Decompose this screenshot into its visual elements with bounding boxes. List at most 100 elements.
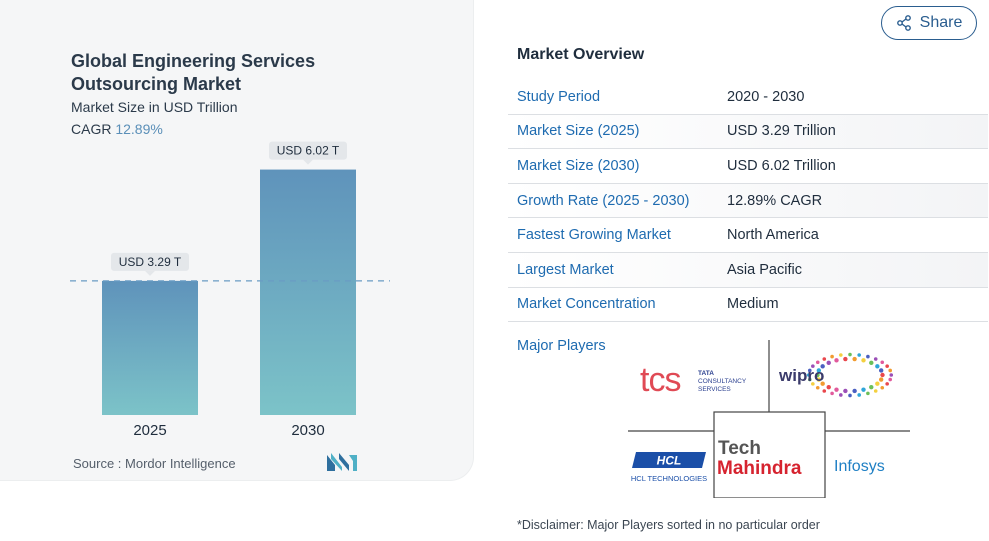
share-label: Share [919, 14, 963, 31]
overview-key[interactable]: Fastest Growing Market [517, 227, 671, 244]
x-tick-label: 2025 [133, 422, 166, 439]
cagr-line: CAGR 12.89% [71, 121, 163, 137]
wipro-dot [843, 356, 848, 362]
overview-value: Medium [727, 296, 779, 313]
infosys-word: Infosys [834, 458, 885, 475]
share-button[interactable]: Share [881, 6, 977, 40]
share-icon [896, 15, 911, 31]
bar-chart: USD 3.29 T 2025 USD 6.02 T 2030 [70, 141, 390, 439]
wipro-dot [822, 357, 827, 361]
wipro-dot [815, 372, 820, 378]
wipro-dot [885, 382, 889, 386]
overview-value: North America [727, 227, 819, 244]
data-label-bg [269, 141, 347, 160]
wipro-dot [826, 384, 831, 390]
wipro-dot [816, 368, 822, 373]
wipro-dot [861, 387, 866, 392]
tcs-line-3: SERVICES [698, 386, 731, 393]
wipro-word: wipro [778, 366, 824, 385]
overview-key[interactable]: Market Size (2030) [517, 157, 640, 174]
cagr-value: 12.89% [115, 121, 163, 137]
wipro-dots [806, 352, 894, 398]
techm-line-2: Mahindra [717, 458, 802, 479]
overview-value: 12.89% CAGR [727, 192, 823, 209]
wipro-dot [873, 389, 878, 393]
tech-mahindra-logo: Tech Mahindra [717, 438, 802, 479]
source-text: Source : Mordor Intelligence [73, 456, 236, 471]
data-label: USD 6.02 T [277, 144, 340, 158]
overview-value: 2020 - 2030 [727, 88, 805, 105]
data-label-bg [111, 252, 189, 271]
data-label-pointer [145, 270, 155, 276]
wipro-dot [815, 360, 820, 365]
overview-row: Largest Market Asia Pacific [508, 252, 988, 288]
wipro-logo: wipro [778, 352, 894, 398]
cagr-label: CAGR [71, 121, 112, 137]
overview-value: Asia Pacific [727, 261, 802, 278]
overview-table: Study Period 2020 - 2030 Market Size (20… [508, 80, 988, 323]
wipro-dot [888, 368, 893, 373]
overview-key[interactable]: Growth Rate (2025 - 2030) [517, 192, 690, 209]
overview-key[interactable]: Study Period [517, 88, 601, 105]
overview-row: Market Size (2025) USD 3.29 Trillion [508, 114, 988, 150]
tcs-line-2: CONSULTANCY [698, 378, 747, 385]
wipro-dot [816, 377, 822, 382]
data-label: USD 3.29 T [119, 255, 182, 269]
infosys-logo: Infosys [834, 458, 885, 475]
bar-2030 [260, 169, 356, 415]
wipro-dot [839, 393, 843, 397]
wipro-dot [830, 391, 834, 396]
tcs-line-1: TATA [698, 370, 714, 377]
overview-row: Market Size (2030) USD 6.02 Trillion [508, 149, 988, 184]
wipro-dot [811, 364, 815, 368]
major-players-logos: tcs TATA CONSULTANCY SERVICES wipro HCL … [628, 340, 910, 498]
wipro-dot [888, 377, 893, 382]
wipro-dot [857, 393, 861, 397]
hcl-word: HCL [657, 454, 682, 468]
wipro-dot [815, 385, 820, 390]
wipro-dot [811, 382, 815, 386]
wipro-dot [885, 364, 889, 368]
mordor-intelligence-logo [327, 453, 357, 471]
overview-key[interactable]: Largest Market [517, 261, 614, 278]
wipro-dot [820, 381, 825, 386]
bar-2025 [102, 280, 198, 415]
wipro-dot [834, 358, 839, 363]
wipro-dot [866, 354, 870, 359]
wipro-dot [852, 356, 857, 362]
wipro-dot [861, 358, 866, 363]
wipro-dot [834, 387, 839, 392]
wipro-dot [843, 388, 848, 394]
techm-line-1: Tech [718, 438, 761, 459]
major-players-label[interactable]: Major Players [517, 338, 606, 354]
wipro-dot [880, 360, 885, 365]
wipro-dot [807, 368, 812, 373]
wipro-dot [875, 381, 880, 386]
wipro-dot [869, 384, 874, 390]
chart-title: Global Engineering Services Outsourcing … [71, 51, 316, 94]
wipro-dot [830, 354, 834, 359]
overview-row: Study Period 2020 - 2030 [508, 80, 988, 115]
overview-title: Market Overview [517, 46, 645, 63]
tcs-word: tcs [640, 361, 680, 399]
hcl-sub: HCL TECHNOLOGIES [631, 474, 707, 483]
wipro-dot [889, 373, 894, 377]
wipro-dot [839, 353, 843, 357]
overview-value: USD 6.02 Trillion [727, 157, 836, 174]
wipro-dot [848, 393, 852, 398]
wipro-dot [866, 391, 870, 396]
chart-card: Global Engineering Services Outsourcing … [0, 0, 474, 481]
tcs-logo: tcs TATA CONSULTANCY SERVICES [640, 361, 747, 399]
wipro-dot [873, 357, 878, 361]
hcl-logo: HCL HCL TECHNOLOGIES [631, 452, 707, 483]
disclaimer: *Disclaimer: Major Players sorted in no … [517, 518, 820, 532]
wipro-dot [822, 389, 827, 393]
overview-row: Market Concentration Medium [508, 288, 988, 323]
overview-key[interactable]: Market Concentration [517, 296, 656, 313]
overview-row: Growth Rate (2025 - 2030) 12.89% CAGR [508, 183, 988, 219]
wipro-dot [820, 364, 825, 369]
overview-key[interactable]: Market Size (2025) [517, 123, 640, 140]
x-tick-label: 2030 [291, 422, 324, 439]
wipro-dot [806, 373, 811, 377]
wipro-dot [848, 352, 852, 357]
